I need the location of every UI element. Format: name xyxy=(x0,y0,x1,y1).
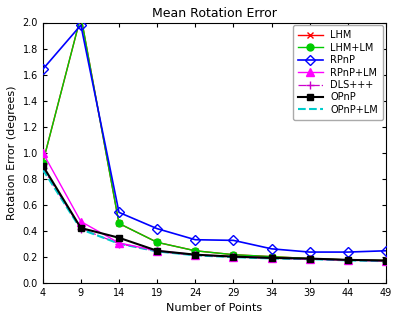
OPnP+LM xyxy=(40,168,45,172)
RPnP+LM xyxy=(193,253,198,257)
DLS+++ xyxy=(193,253,198,257)
OPnP+LM xyxy=(346,259,350,262)
LHM xyxy=(383,259,388,262)
RPnP xyxy=(79,23,83,27)
OPnP+LM xyxy=(383,259,388,263)
RPnP xyxy=(117,211,121,214)
RPnP xyxy=(269,247,274,251)
Line: LHM: LHM xyxy=(39,12,389,264)
LHM+LM xyxy=(155,240,160,244)
Line: LHM+LM: LHM+LM xyxy=(39,12,389,264)
LHM+LM xyxy=(231,253,236,257)
Line: RPnP: RPnP xyxy=(39,22,389,256)
DLS+++ xyxy=(155,250,160,253)
RPnP+LM xyxy=(117,241,121,245)
LHM+LM xyxy=(269,255,274,259)
LHM+LM xyxy=(193,249,198,253)
OPnP+LM xyxy=(79,228,83,231)
DLS+++ xyxy=(269,256,274,260)
DLS+++ xyxy=(40,166,45,170)
DLS+++ xyxy=(346,258,350,262)
OPnP xyxy=(117,236,121,240)
Line: RPnP+LM: RPnP+LM xyxy=(39,148,390,265)
LHM xyxy=(346,258,350,262)
Line: OPnP: OPnP xyxy=(39,162,389,264)
RPnP+LM xyxy=(231,255,236,259)
RPnP+LM xyxy=(79,220,83,223)
OPnP xyxy=(231,255,236,259)
DLS+++ xyxy=(307,257,312,261)
OPnP+LM xyxy=(269,257,274,260)
RPnP+LM xyxy=(383,259,388,263)
LHM+LM xyxy=(383,259,388,262)
RPnP xyxy=(193,238,198,242)
DLS+++ xyxy=(383,259,388,263)
OPnP xyxy=(307,257,312,260)
Y-axis label: Rotation Error (degrees): Rotation Error (degrees) xyxy=(7,85,17,220)
LHM xyxy=(155,240,160,244)
OPnP+LM xyxy=(193,253,198,257)
LHM+LM xyxy=(117,221,121,225)
LHM xyxy=(79,14,83,18)
DLS+++ xyxy=(117,242,121,245)
OPnP+LM xyxy=(155,250,160,253)
RPnP xyxy=(346,250,350,254)
OPnP xyxy=(40,164,45,167)
Legend: LHM, LHM+LM, RPnP, RPnP+LM, DLS+++, OPnP, OPnP+LM: LHM, LHM+LM, RPnP, RPnP+LM, DLS+++, OPnP… xyxy=(293,25,383,120)
RPnP+LM xyxy=(269,256,274,260)
RPnP xyxy=(40,68,45,71)
RPnP+LM xyxy=(346,258,350,262)
OPnP xyxy=(193,253,198,257)
DLS+++ xyxy=(231,255,236,259)
RPnP+LM xyxy=(307,257,312,261)
LHM+LM xyxy=(79,14,83,18)
OPnP+LM xyxy=(307,257,312,261)
LHM+LM xyxy=(40,161,45,165)
OPnP+LM xyxy=(231,255,236,259)
LHM xyxy=(40,161,45,165)
RPnP xyxy=(155,227,160,231)
RPnP+LM xyxy=(155,249,160,253)
LHM+LM xyxy=(346,258,350,262)
RPnP xyxy=(307,250,312,254)
RPnP+LM xyxy=(40,151,45,155)
OPnP xyxy=(269,256,274,260)
LHM xyxy=(269,255,274,259)
DLS+++ xyxy=(79,227,83,231)
OPnP xyxy=(155,249,160,253)
LHM xyxy=(193,249,198,253)
RPnP xyxy=(231,238,236,242)
OPnP xyxy=(346,258,350,262)
OPnP xyxy=(383,259,388,262)
LHM xyxy=(307,257,312,260)
OPnP+LM xyxy=(117,242,121,245)
LHM+LM xyxy=(307,257,312,260)
RPnP xyxy=(383,249,388,253)
Line: DLS+++: DLS+++ xyxy=(39,164,390,265)
Line: OPnP+LM: OPnP+LM xyxy=(43,170,386,261)
X-axis label: Number of Points: Number of Points xyxy=(166,303,263,313)
LHM xyxy=(231,253,236,257)
OPnP xyxy=(79,226,83,230)
Title: Mean Rotation Error: Mean Rotation Error xyxy=(152,7,277,20)
LHM xyxy=(117,221,121,225)
